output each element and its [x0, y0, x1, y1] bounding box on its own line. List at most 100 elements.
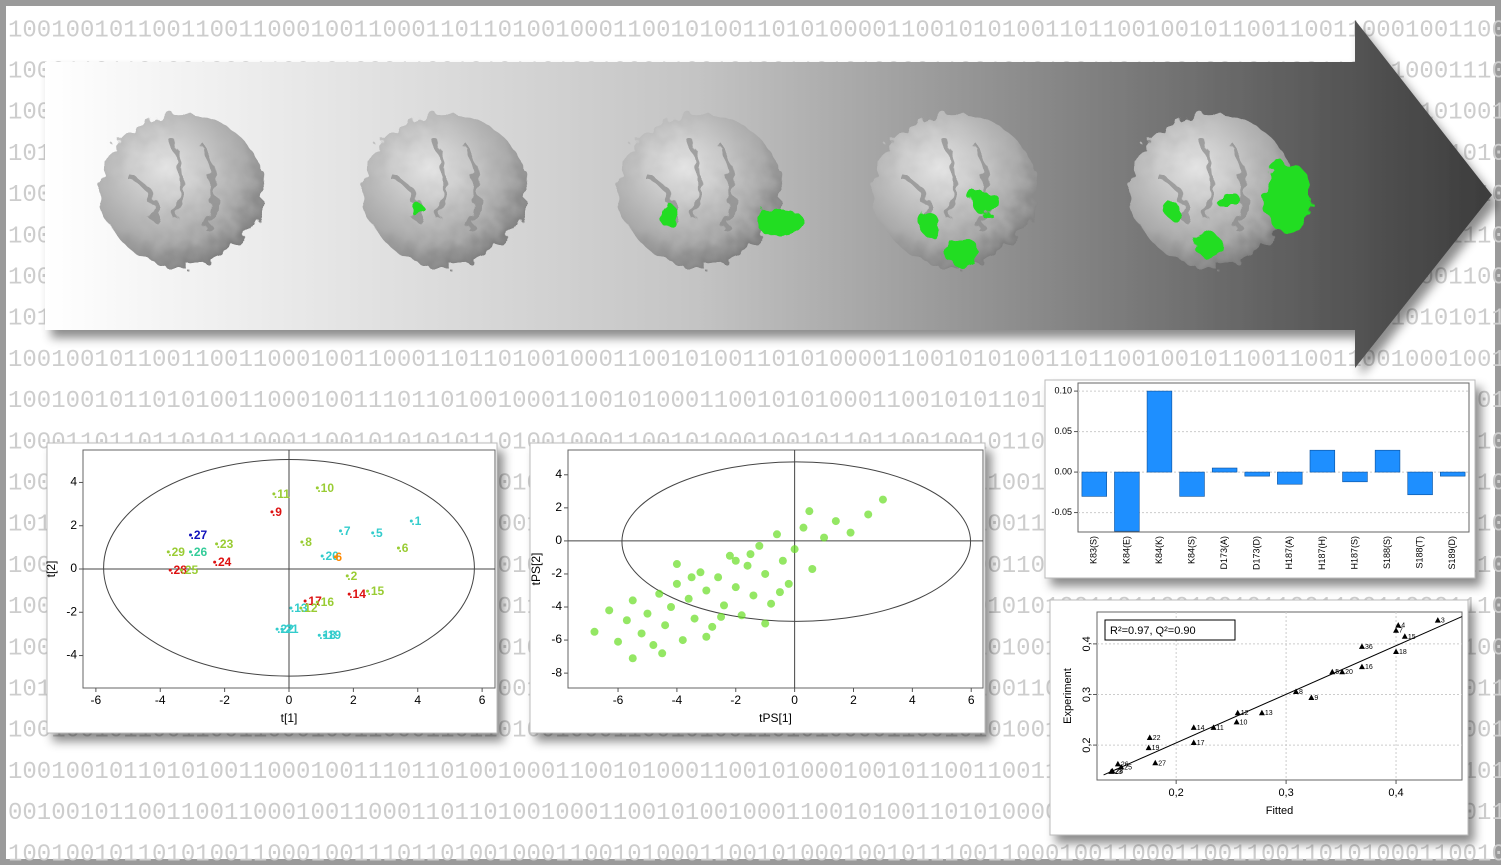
point	[708, 622, 717, 631]
y-tick-label: 0,3	[1081, 687, 1093, 702]
point	[1308, 694, 1315, 701]
point	[299, 606, 303, 610]
point-label: .5	[373, 526, 383, 540]
point	[784, 579, 793, 588]
point	[805, 507, 814, 516]
point-label: .25	[181, 563, 198, 577]
point	[1292, 688, 1299, 694]
point-label: .18	[319, 628, 336, 642]
point-label: 17	[1197, 740, 1205, 747]
point	[345, 574, 349, 578]
point-label: .23	[217, 537, 234, 551]
point	[737, 611, 746, 620]
point	[672, 579, 681, 588]
point-label: .11	[274, 487, 290, 501]
point	[846, 528, 855, 537]
point	[1358, 663, 1365, 670]
point	[1114, 760, 1121, 767]
panel-box	[46, 442, 498, 734]
point-label: 7	[1399, 628, 1403, 635]
bar	[1309, 449, 1336, 473]
point	[808, 565, 817, 573]
point	[637, 629, 646, 638]
point-label: 12	[1241, 710, 1249, 717]
x-tick-label: 0,3	[1278, 787, 1293, 799]
point	[1234, 709, 1241, 716]
x-tick-label: 0,2	[1169, 787, 1184, 799]
point	[725, 551, 734, 560]
point	[878, 495, 887, 504]
point	[746, 550, 755, 559]
fit-line	[1103, 616, 1463, 776]
point	[667, 603, 676, 612]
point	[317, 633, 321, 637]
point	[643, 609, 652, 618]
point	[831, 517, 840, 526]
point-label: .24	[215, 555, 232, 569]
y-tick-label: 4	[70, 475, 77, 489]
protein	[363, 114, 527, 266]
point	[864, 510, 873, 519]
point	[590, 627, 599, 636]
point	[333, 555, 337, 559]
x-tick-label: -2	[219, 693, 230, 707]
y-tick-label: 0,4	[1081, 636, 1093, 651]
point	[684, 594, 693, 603]
point-label: 6	[335, 550, 342, 564]
point	[280, 627, 284, 631]
point	[272, 492, 276, 496]
y-tick-label: 0.05	[1054, 426, 1072, 436]
point	[168, 568, 172, 572]
green-patches	[412, 162, 1312, 266]
x-tick-label: 6	[968, 693, 975, 707]
y-tick-label: 0	[70, 561, 77, 575]
point	[1190, 739, 1197, 746]
point	[761, 619, 770, 628]
y-tick-label: 0.00	[1054, 466, 1072, 476]
point-label: 14	[1197, 725, 1205, 732]
point-label: 11	[1217, 725, 1224, 732]
point-label: 19	[1152, 745, 1160, 752]
x-tick-label: -4	[672, 693, 683, 707]
y-tick-label: 0,2	[1081, 737, 1093, 752]
point	[1339, 668, 1346, 675]
point	[731, 556, 740, 565]
point	[166, 550, 170, 554]
bar	[1211, 467, 1238, 473]
point-label: .9	[272, 505, 282, 519]
x-tick-label: K84(E)	[1121, 536, 1131, 564]
chart-panel: 0,2 0,3 0,4 0,2 0,3 0,4 Fitted Experiment 3 47 15 3…	[1049, 599, 1469, 836]
bar	[1114, 471, 1140, 532]
y-tick-label: -4	[551, 599, 562, 613]
point	[213, 560, 217, 564]
point	[743, 561, 752, 570]
y-tick-label: -2	[551, 566, 562, 580]
point	[1146, 734, 1153, 740]
chart-panel: -8 -6 -4 -2 0 2 4 -6 -4 -2 0 2 4 6 tPS[1] tPS[2]	[529, 442, 986, 734]
point	[1329, 668, 1336, 675]
point-label: 20	[1345, 669, 1353, 676]
point-label: .2	[347, 569, 357, 583]
point-label: .12	[301, 601, 318, 615]
point-label: .27	[191, 528, 208, 542]
bar	[1081, 471, 1107, 497]
point	[672, 560, 681, 569]
point	[622, 616, 631, 625]
point	[719, 601, 728, 610]
x-tick-label: K84(K)	[1154, 536, 1164, 564]
x-tick-label: S189(D)	[1447, 536, 1457, 570]
point-label: 16	[1365, 664, 1373, 671]
x-axis-label: t[1]	[281, 711, 298, 725]
binary-row: 1001001011010100110001001110110100100011…	[8, 841, 1501, 865]
point	[775, 588, 784, 597]
point	[339, 529, 342, 533]
x-tick-label: H187(H)	[1317, 536, 1327, 570]
y-tick-label: -2	[66, 604, 77, 618]
x-tick-label: S188(T)	[1415, 536, 1425, 569]
point-label: .17	[305, 594, 322, 608]
point	[661, 621, 670, 630]
point	[1190, 724, 1197, 730]
point	[289, 606, 293, 610]
x-tick-label: -6	[91, 693, 102, 707]
